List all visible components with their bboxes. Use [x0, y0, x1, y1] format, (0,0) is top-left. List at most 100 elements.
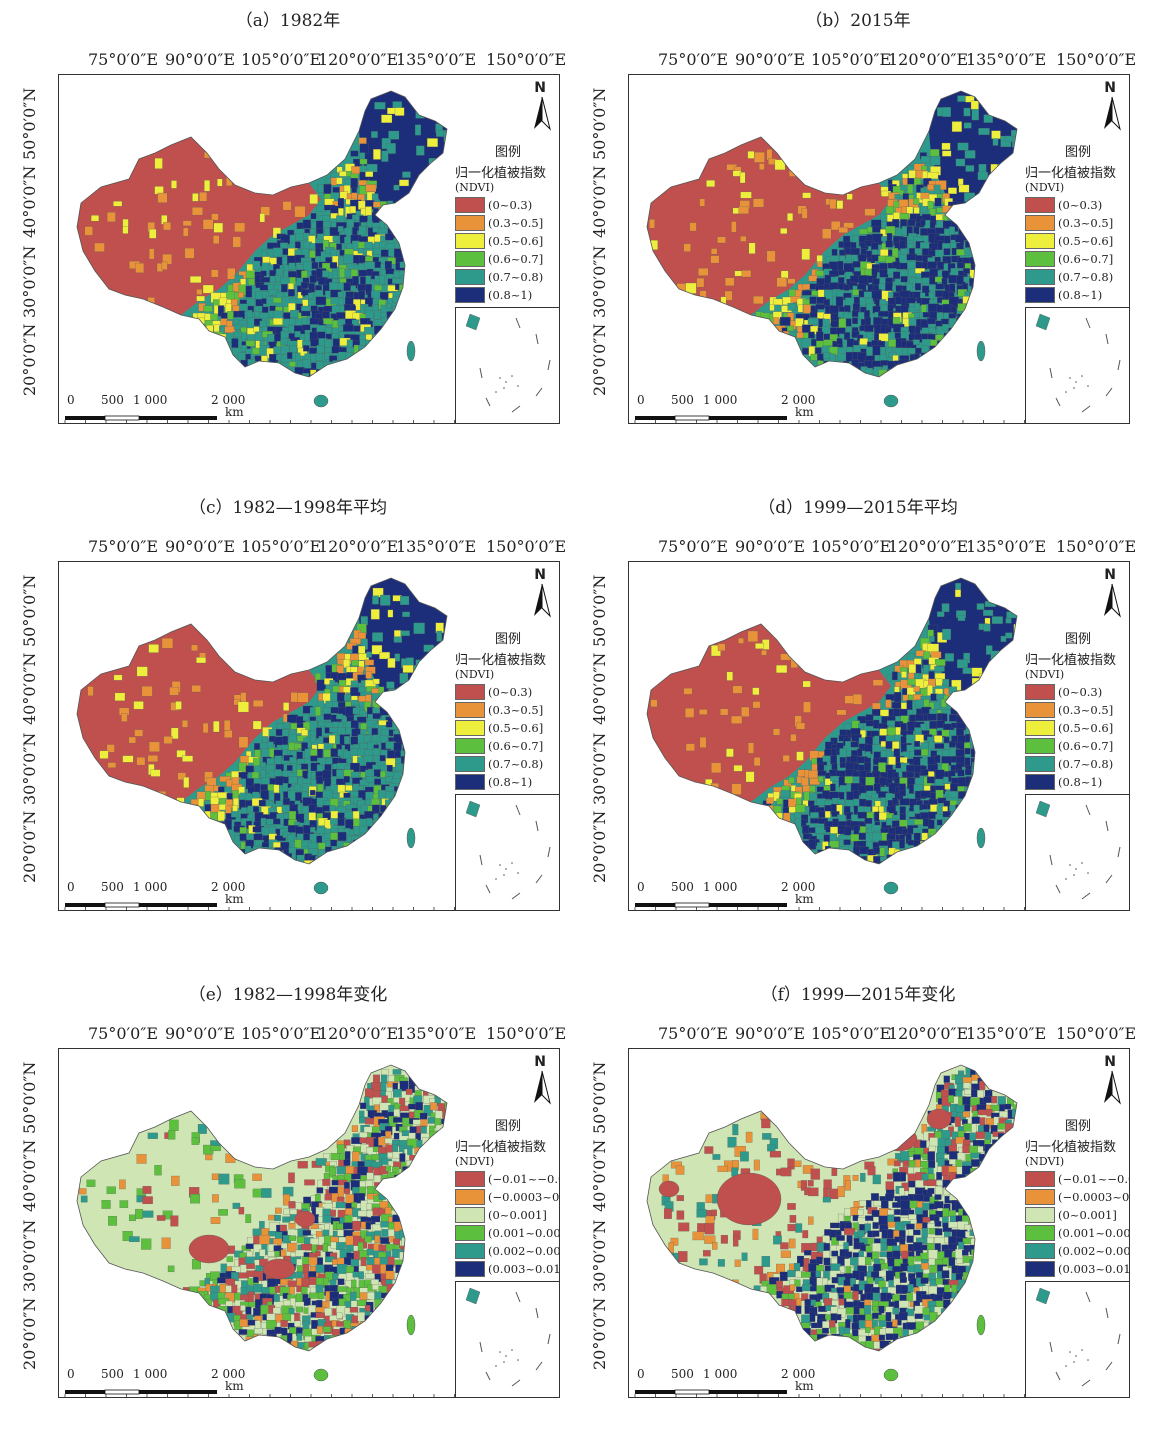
admin-unit-cell	[259, 1234, 271, 1246]
admin-unit-cell	[259, 1249, 266, 1257]
admin-unit-cell	[365, 1117, 374, 1125]
admin-unit-cell	[330, 839, 338, 847]
admin-unit-cell	[337, 1186, 344, 1197]
legend-swatch	[455, 1171, 485, 1187]
admin-unit-cell	[766, 797, 774, 804]
admin-unit-cell	[796, 1297, 802, 1308]
admin-unit-cell	[965, 165, 975, 172]
admin-unit-cell	[323, 1153, 330, 1160]
admin-unit-cell	[676, 1210, 685, 1220]
admin-unit-cell	[929, 208, 936, 216]
admin-unit-cell	[373, 818, 384, 825]
legend-label: (0.3~0.5]	[1058, 703, 1114, 717]
admin-unit-cell	[984, 1154, 994, 1165]
latitude-label: 40°0′0″N	[20, 165, 39, 238]
legend-item: (−0.01~−0.0003)	[455, 1170, 559, 1188]
admin-unit-cell	[909, 1200, 918, 1209]
admin-unit-cell	[266, 800, 273, 808]
admin-unit-cell	[289, 345, 298, 353]
admin-unit-cell	[928, 1160, 936, 1169]
admin-unit-cell	[204, 151, 215, 159]
admin-unit-cell	[888, 351, 897, 358]
admin-unit-cell	[929, 221, 936, 229]
admin-unit-cell	[395, 757, 402, 765]
map-panel-f: （f）1999—2015年变化 75°0′0″E 90°0′0″E 105°0′0″E…	[578, 980, 1138, 1440]
admin-unit-cell	[366, 1105, 376, 1111]
legend-label: (0~0.3)	[1058, 685, 1103, 699]
legend-label: (0.001~0.002]	[488, 1226, 560, 1240]
admin-unit-cell	[365, 1221, 371, 1230]
admin-unit-cell	[252, 700, 264, 707]
admin-unit-cell	[957, 1279, 969, 1286]
admin-unit-cell	[964, 247, 971, 256]
scale-label: 2 000	[781, 1367, 816, 1381]
admin-unit-cell	[239, 827, 247, 835]
admin-unit-cell	[436, 630, 443, 642]
admin-unit-cell	[316, 679, 326, 691]
admin-unit-cell	[343, 846, 354, 857]
admin-unit-cell	[964, 150, 976, 159]
scale-label: 1 000	[703, 880, 738, 894]
admin-unit-cell	[766, 1284, 777, 1295]
admin-unit-cell	[129, 1236, 140, 1243]
south-china-sea-inset	[455, 794, 559, 910]
legend-item: (0.8~1)	[455, 773, 559, 791]
admin-unit-cell	[385, 303, 392, 309]
admin-unit-cell	[913, 686, 920, 692]
admin-unit-cell	[913, 198, 920, 205]
admin-unit-cell	[352, 1220, 361, 1231]
admin-unit-cell	[379, 755, 386, 762]
longitude-label: 120°0′0″E	[888, 1024, 969, 1043]
latitude-label: 40°0′0″N	[590, 1139, 609, 1212]
admin-unit-cell	[226, 320, 233, 328]
admin-unit-cell	[962, 310, 969, 322]
scale-label: 2 000	[781, 393, 816, 407]
admin-unit-cell	[865, 332, 874, 339]
admin-unit-cell	[381, 114, 393, 123]
admin-unit-cell	[316, 1187, 324, 1194]
admin-unit-cell	[94, 242, 105, 252]
admin-unit-cell	[154, 1165, 162, 1176]
legend-swatch	[455, 738, 485, 754]
admin-unit-cell	[301, 729, 309, 736]
admin-unit-cell	[845, 1266, 852, 1275]
admin-unit-cell	[336, 1321, 344, 1327]
admin-unit-cell	[929, 635, 935, 643]
admin-unit-cell	[704, 1223, 715, 1235]
admin-unit-cell	[852, 1222, 859, 1231]
admin-unit-cell	[316, 345, 325, 354]
admin-unit-cell	[358, 236, 369, 242]
admin-unit-cell	[927, 819, 935, 830]
longitude-label: 90°0′0″E	[165, 50, 236, 69]
admin-unit-cell	[887, 268, 897, 275]
admin-unit-cell	[724, 277, 735, 287]
admin-unit-cell	[322, 1178, 331, 1186]
hainan-island	[883, 394, 899, 408]
admin-unit-cell	[363, 735, 371, 743]
longitude-label: 90°0′0″E	[165, 537, 236, 556]
admin-unit-cell	[307, 292, 314, 299]
admin-unit-cell	[933, 735, 943, 743]
south-china-sea-inset	[1025, 794, 1129, 910]
admin-unit-cell	[836, 200, 844, 210]
admin-unit-cell	[273, 818, 281, 825]
taiwan-island	[406, 827, 416, 849]
admin-unit-cell	[349, 205, 357, 214]
longitude-label: 135°0′0″E	[396, 1024, 477, 1043]
longitude-label: 90°0′0″E	[735, 50, 806, 69]
admin-unit-cell	[279, 1224, 287, 1232]
admin-unit-cell	[971, 677, 982, 689]
admin-unit-cell	[801, 248, 811, 260]
legend-item: (−0.01~−0.0003)	[1025, 1170, 1129, 1188]
admin-unit-cell	[393, 184, 400, 191]
north-label: N	[1104, 567, 1116, 583]
latitude-label: 40°0′0″N	[590, 165, 609, 238]
admin-unit-cell	[872, 679, 884, 686]
legend-swatch	[455, 720, 485, 736]
admin-unit-cell	[864, 324, 874, 332]
admin-unit-cell	[335, 1202, 346, 1209]
legend-item: (−0.0003~0]	[455, 1188, 559, 1206]
admin-unit-cell	[831, 1250, 839, 1257]
scale-label: 0	[637, 880, 645, 894]
admin-unit-cell	[969, 734, 978, 745]
